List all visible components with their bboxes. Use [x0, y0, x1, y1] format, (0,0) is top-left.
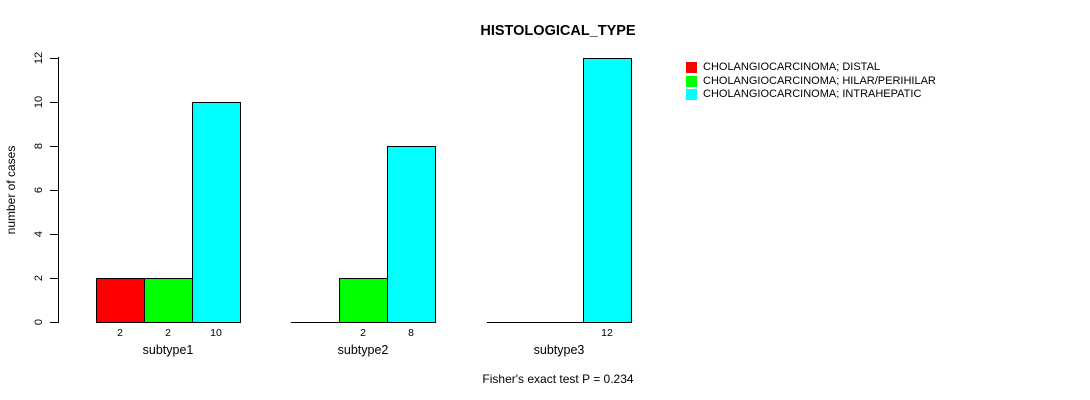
- legend-swatch-icon: [686, 62, 697, 74]
- category-label-subtype1: subtype1: [142, 343, 194, 357]
- y-axis-tick: [50, 234, 58, 235]
- y-axis-tick: [50, 146, 58, 147]
- y-axis-tick-label: 12: [33, 51, 45, 65]
- bar-value-label: 8: [408, 327, 414, 339]
- y-axis-tick-label: 0: [33, 318, 45, 326]
- y-axis-tick: [50, 190, 58, 191]
- y-axis-label: number of cases: [4, 145, 18, 235]
- y-axis-tick-label: 8: [33, 142, 45, 150]
- y-axis-tick-label: 6: [33, 186, 45, 194]
- y-axis-tick: [50, 58, 58, 59]
- bar-subtype2-series2: [387, 146, 436, 323]
- y-axis-tick-label: 4: [33, 230, 45, 238]
- legend-swatch-icon: [686, 89, 697, 101]
- legend-item-label: CHOLANGIOCARCINOMA; INTRAHEPATIC: [703, 88, 922, 100]
- chart-title: HISTOLOGICAL_TYPE: [480, 23, 636, 39]
- legend-swatch-icon: [686, 75, 697, 87]
- bar-value-label: 12: [601, 327, 613, 339]
- y-axis-line: [58, 57, 59, 323]
- legend-item-label: CHOLANGIOCARCINOMA; DISTAL: [703, 61, 881, 73]
- legend-item: CHOLANGIOCARCINOMA; DISTAL: [686, 61, 936, 74]
- x-axis-baseline-segment: [291, 322, 340, 323]
- fisher-test-annotation: Fisher's exact test P = 0.234: [482, 372, 634, 386]
- legend-item: CHOLANGIOCARCINOMA; INTRAHEPATIC: [686, 88, 936, 101]
- legend-item: CHOLANGIOCARCINOMA; HILAR/PERIHILAR: [686, 74, 936, 88]
- y-axis-tick-label: 2: [33, 274, 45, 282]
- y-axis-tick: [50, 102, 58, 103]
- bar-value-label: 2: [117, 327, 123, 339]
- y-axis-tick: [50, 322, 58, 323]
- bar-value-label: 2: [360, 327, 366, 339]
- x-axis-baseline-segment: [487, 322, 536, 323]
- category-label-subtype3: subtype3: [533, 343, 585, 357]
- bar-value-label: 10: [210, 327, 222, 339]
- x-axis-baseline-segment: [535, 322, 584, 323]
- category-label-subtype2: subtype2: [337, 343, 389, 357]
- legend: CHOLANGIOCARCINOMA; DISTAL CHOLANGIOCARCI…: [686, 61, 936, 101]
- bar-subtype1-series1: [144, 278, 193, 323]
- bar-value-label: 2: [165, 327, 171, 339]
- legend-item-label: CHOLANGIOCARCINOMA; HILAR/PERIHILAR: [703, 74, 936, 87]
- bar-subtype2-series1: [339, 278, 388, 323]
- y-axis-tick-label: 10: [33, 95, 45, 109]
- bar-subtype1-series2: [192, 102, 241, 323]
- bar-subtype3-series2: [583, 58, 632, 323]
- y-axis-tick: [50, 278, 58, 279]
- bar-subtype1-series0: [96, 278, 145, 323]
